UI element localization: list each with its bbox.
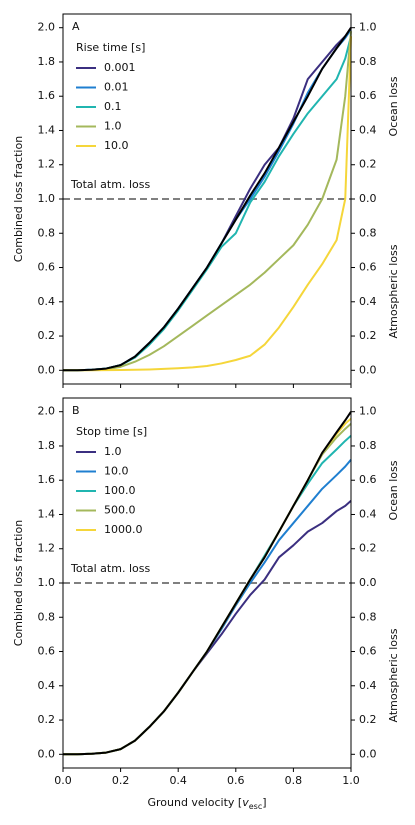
x-label-var: v [242, 796, 249, 809]
y2-tick-label: 0.2 [359, 329, 377, 342]
y-tick-label: 0.6 [38, 645, 56, 658]
y2-tick-label: 0.4 [359, 679, 377, 692]
y2-tick-label: 0.8 [359, 55, 377, 68]
y2-tick-label: 0.4 [359, 507, 377, 520]
x-tick-label: 0.0 [54, 774, 72, 787]
y-axis-label: Combined loss fraction [12, 136, 25, 262]
panel-label: A [72, 20, 80, 33]
x-tick-label: 0.8 [285, 774, 303, 787]
legend-label: 10.0 [104, 465, 129, 478]
y-axis-label: Combined loss fraction [12, 520, 25, 646]
y2-tick-label: 0.6 [359, 89, 377, 102]
y-tick-label: 2.0 [38, 405, 56, 418]
plot-frame [62, 397, 352, 769]
y-tick-label: 1.2 [38, 158, 56, 171]
legend-label: 0.01 [104, 81, 129, 94]
y2-tick-label: 0.0 [359, 576, 377, 589]
legend-label: 1.0 [104, 120, 122, 133]
legend-label: 1.0 [104, 445, 122, 458]
series-line [63, 500, 352, 756]
x-tick-label: 0.4 [169, 774, 187, 787]
reference-label: Total atm. loss [70, 562, 150, 575]
x-label-end: ] [262, 796, 266, 809]
y-tick-label: 0.4 [38, 679, 56, 692]
y-tick-label: 0.6 [38, 261, 56, 274]
series-line [63, 27, 352, 372]
y-tick-label: 0.8 [38, 610, 56, 623]
legend-label: 1000.0 [104, 523, 143, 536]
y2-tick-label: 0.6 [359, 261, 377, 274]
y-tick-label: 0.0 [38, 363, 56, 376]
plot-frame [62, 13, 352, 385]
y2-tick-label: 0.2 [359, 158, 377, 171]
x-axis-label: Ground velocity [vesc] [147, 796, 266, 811]
y-tick-label: 1.8 [38, 55, 56, 68]
legend-title: Rise time [s] [76, 41, 145, 54]
y-tick-label: 1.8 [38, 439, 56, 452]
y-tick-label: 1.4 [38, 507, 56, 520]
y2-tick-label: 1.0 [359, 405, 377, 418]
y2-tick-label: 0.0 [359, 363, 377, 376]
legend-label: 100.0 [104, 484, 136, 497]
reference-label: Total atm. loss [70, 178, 150, 191]
y-tick-label: 1.0 [38, 576, 56, 589]
y2-axis-label: Atmospheric loss [387, 628, 400, 722]
legend-title: Stop time [s] [76, 425, 147, 438]
y2-tick-label: 0.8 [359, 439, 377, 452]
x-label-sub: esc [249, 802, 263, 811]
x-tick-label: 0.2 [112, 774, 130, 787]
legend-label: 0.001 [104, 61, 136, 74]
y-tick-label: 1.4 [38, 123, 56, 136]
y2-tick-label: 0.8 [359, 610, 377, 623]
legend-label: 10.0 [104, 139, 129, 152]
y2-tick-label: 0.2 [359, 542, 377, 555]
legend-label: 0.1 [104, 100, 122, 113]
y-tick-label: 0.2 [38, 329, 56, 342]
x-tick-label: 1.0 [342, 774, 360, 787]
y-tick-label: 2.0 [38, 21, 56, 34]
y-tick-label: 1.6 [38, 473, 56, 486]
x-label-text: Ground velocity [ [147, 796, 242, 809]
y2-tick-label: 0.0 [359, 747, 377, 760]
legend-label: 500.0 [104, 504, 136, 517]
y-tick-label: 0.2 [38, 713, 56, 726]
y-tick-label: 0.0 [38, 747, 56, 760]
x-tick-label: 0.6 [227, 774, 245, 787]
y2-tick-label: 0.4 [359, 295, 377, 308]
y2-tick-label: 0.2 [359, 713, 377, 726]
y2-tick-label: 0.0 [359, 192, 377, 205]
series-line [63, 411, 352, 756]
y2-axis-label: Ocean loss [387, 76, 400, 136]
y2-tick-label: 0.6 [359, 645, 377, 658]
y-tick-label: 0.4 [38, 295, 56, 308]
y-tick-label: 1.2 [38, 542, 56, 555]
y2-tick-label: 0.4 [359, 123, 377, 136]
y2-tick-label: 1.0 [359, 21, 377, 34]
y2-tick-label: 0.8 [359, 226, 377, 239]
y2-axis-label: Ocean loss [387, 460, 400, 520]
y-tick-label: 1.6 [38, 89, 56, 102]
y-tick-label: 1.0 [38, 192, 56, 205]
panel-label: B [72, 404, 80, 417]
y-tick-label: 0.8 [38, 226, 56, 239]
y2-axis-label: Atmospheric loss [387, 244, 400, 338]
series-line [63, 36, 352, 372]
y2-tick-label: 0.6 [359, 473, 377, 486]
series-line [63, 31, 352, 372]
